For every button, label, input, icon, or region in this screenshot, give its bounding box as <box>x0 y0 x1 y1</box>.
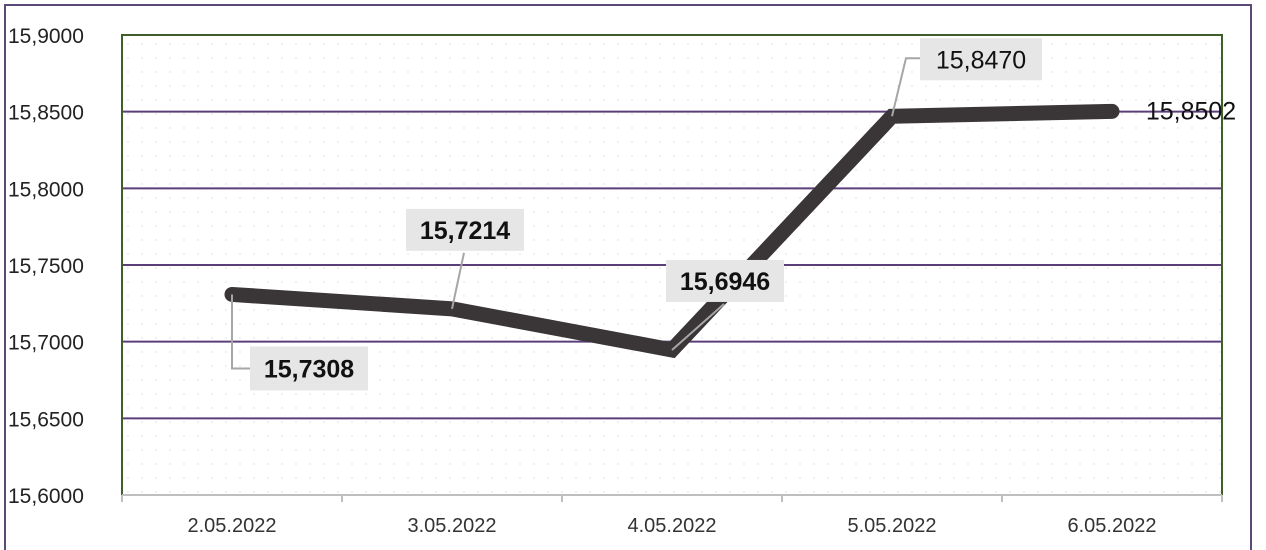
data-label-box <box>406 208 524 251</box>
leader-line <box>891 57 920 117</box>
data-label: 15,6946 <box>666 259 784 351</box>
leader-line <box>671 303 725 351</box>
data-label: 15,8470 <box>891 38 1042 117</box>
data-labels: 15,7308 15,7214 15,6946 15,8470 15,8502 <box>231 38 1236 391</box>
data-label: 15,7308 <box>231 294 368 391</box>
y-axis: 15,6000 15,6500 15,7000 15,7500 15,8000 15,85… <box>8 25 84 508</box>
y-tick-label: 15,7000 <box>8 332 84 355</box>
leader-line <box>231 294 250 370</box>
data-label: 15,8502 <box>1146 97 1236 125</box>
x-tick-label: 5.05.2022 <box>848 515 937 537</box>
y-tick-label: 15,6500 <box>8 408 84 431</box>
y-tick-label: 15,6000 <box>8 485 84 508</box>
data-label-box <box>666 259 784 302</box>
x-axis: 2.05.2022 3.05.2022 4.05.2022 5.05.2022 6.05… <box>121 494 1223 537</box>
data-point <box>1111 110 1113 113</box>
x-tick-label: 4.05.2022 <box>628 515 717 537</box>
data-label-box <box>920 38 1042 81</box>
data-label-text: 15,7214 <box>420 217 510 245</box>
x-tick-label: 3.05.2022 <box>408 515 497 537</box>
leader-line <box>451 252 465 310</box>
y-tick-label: 15,8000 <box>8 178 84 201</box>
data-label-text: 15,8502 <box>1146 97 1236 125</box>
y-tick-label: 15,9000 <box>8 25 84 48</box>
data-label-text: 15,8470 <box>936 46 1026 74</box>
data-label: 15,7214 <box>406 208 524 310</box>
x-tick-label: 6.05.2022 <box>1068 515 1157 537</box>
data-label-box <box>250 346 368 391</box>
y-tick-label: 15,8500 <box>8 102 84 125</box>
data-label-text: 15,7308 <box>264 355 354 383</box>
data-label-text: 15,6946 <box>680 268 770 296</box>
x-tick-label: 2.05.2022 <box>188 515 277 537</box>
y-tick-label: 15,7500 <box>8 255 84 278</box>
